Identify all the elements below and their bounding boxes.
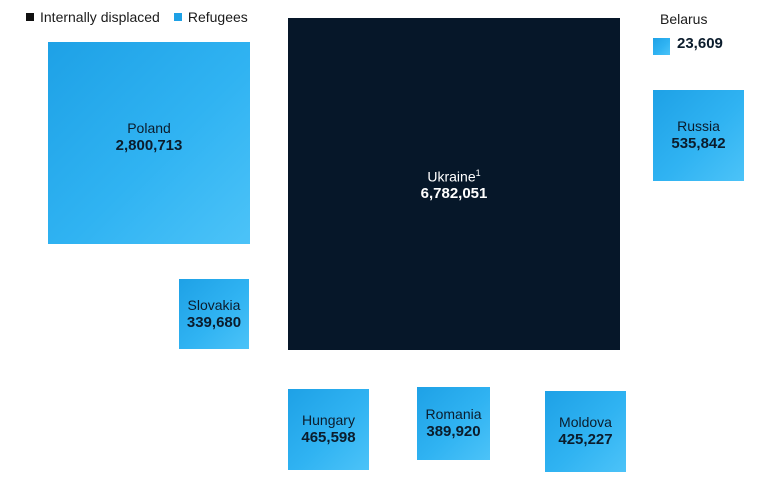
- value-belarus: 23,609: [677, 35, 723, 52]
- value-hungary: 465,598: [301, 429, 356, 446]
- label-belarus: Belarus: [660, 11, 708, 27]
- value-group-belarus: 23,609: [677, 35, 723, 52]
- legend-item-internally-displaced: Internally displaced: [26, 9, 160, 25]
- square-ukraine: Ukraine1 6,782,051: [288, 18, 620, 350]
- label-romania: Romania: [425, 406, 482, 422]
- value-russia: 535,842: [671, 135, 726, 152]
- value-romania: 389,920: [426, 423, 481, 440]
- square-romania: Romania 389,920: [417, 387, 490, 460]
- square-belarus: [653, 38, 670, 55]
- square-slovakia: Slovakia 339,680: [179, 279, 249, 349]
- value-slovakia: 339,680: [186, 313, 242, 331]
- label-moldova: Moldova: [559, 414, 612, 430]
- legend-swatch-refugees: [173, 13, 182, 21]
- label-group-belarus: Belarus: [660, 11, 707, 27]
- square-russia: Russia 535,842: [653, 90, 744, 181]
- legend-label-refugees: Refugees: [187, 9, 248, 25]
- label-slovakia: Slovakia: [187, 296, 241, 313]
- label-ukraine: Ukraine: [427, 168, 476, 185]
- square-ukraine-name: Ukraine1: [427, 165, 480, 186]
- value-poland: 2,800,713: [115, 137, 183, 154]
- square-poland: Poland 2,800,713: [48, 42, 250, 244]
- label-russia: Russia: [677, 118, 720, 134]
- label-hungary: Hungary: [302, 412, 355, 428]
- square-moldova: Moldova 425,227: [545, 391, 626, 472]
- footnote-ukraine: 1: [475, 167, 481, 178]
- square-hungary: Hungary 465,598: [288, 389, 369, 470]
- legend-label-internally-displaced: Internally displaced: [40, 9, 160, 25]
- value-moldova: 425,227: [558, 431, 613, 448]
- value-ukraine: 6,782,051: [420, 185, 488, 203]
- legend-swatch-internally-displaced: [26, 13, 34, 21]
- legend-item-refugees: Refugees: [173, 9, 248, 25]
- legend: Internally displaced Refugees: [26, 9, 248, 25]
- label-poland: Poland: [127, 120, 171, 136]
